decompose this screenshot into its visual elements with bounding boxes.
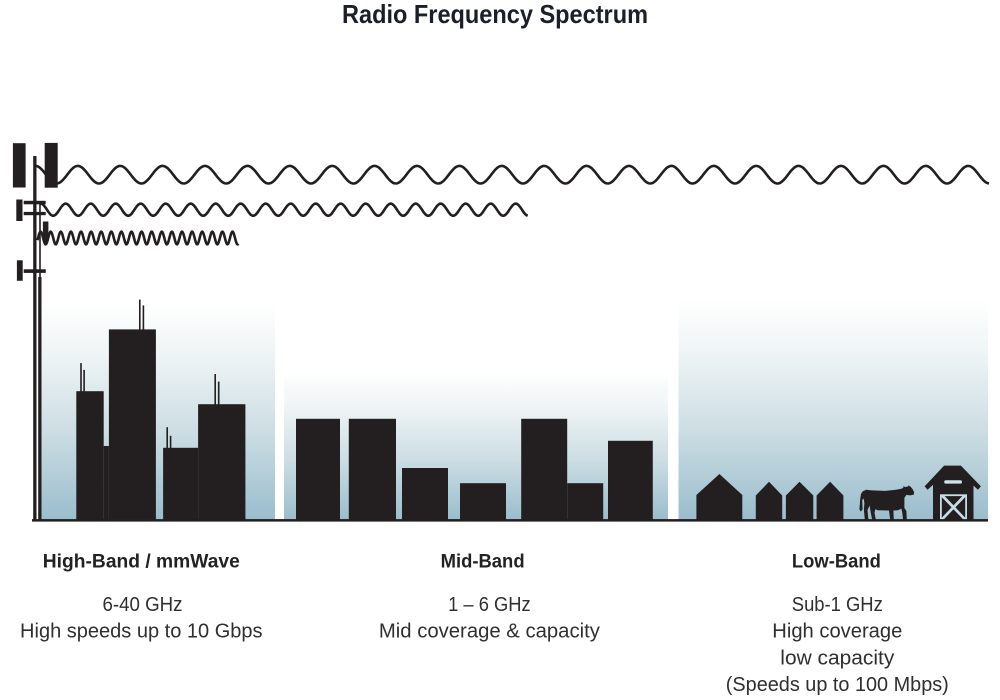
svg-text:Sub-1 GHz: Sub-1 GHz xyxy=(792,594,883,616)
svg-text:Radio Frequency Spectrum: Radio Frequency Spectrum xyxy=(342,0,648,29)
svg-text:Mid coverage & capacity: Mid coverage & capacity xyxy=(379,621,600,643)
svg-text:(Speeds up to 100 Mbps): (Speeds up to 100 Mbps) xyxy=(726,674,949,696)
svg-text:High speeds up to 10 Gbps: High speeds up to 10 Gbps xyxy=(20,621,263,643)
svg-text:1 – 6 GHz: 1 – 6 GHz xyxy=(448,594,531,616)
svg-text:High coverage: High coverage xyxy=(772,621,902,643)
svg-text:Mid-Band: Mid-Band xyxy=(441,551,525,573)
svg-text:6-40 GHz: 6-40 GHz xyxy=(103,594,183,616)
svg-text:Low-Band: Low-Band xyxy=(792,551,881,573)
svg-text:low capacity: low capacity xyxy=(780,647,894,669)
svg-text:High-Band / mmWave: High-Band / mmWave xyxy=(43,551,240,573)
